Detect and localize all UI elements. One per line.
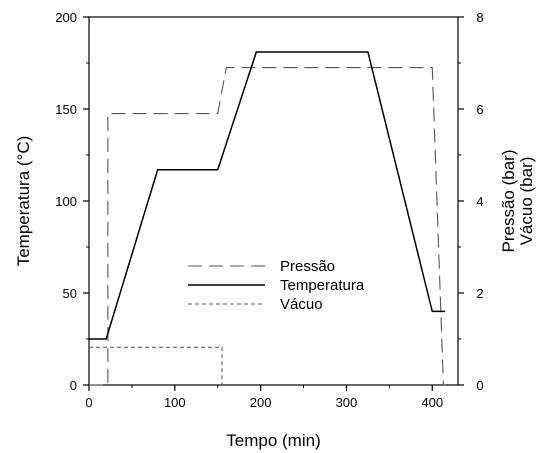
x-axis-title: Tempo (min) [226, 431, 320, 450]
legend-label-vácuo: Vácuo [280, 296, 323, 313]
series-line-temperatura [89, 51, 446, 340]
series-line-vácuo [89, 346, 223, 385]
x-tick-label: 400 [421, 395, 443, 410]
y-left-tick-label: 50 [63, 286, 77, 301]
legend-label-temperatura: Temperatura [280, 277, 365, 294]
y-right-tick-label: 4 [476, 194, 483, 209]
series-layer [89, 51, 446, 386]
y-right-tick-label: 2 [476, 286, 483, 301]
x-tick-label: 300 [336, 395, 358, 410]
y-left-tick-label: 150 [55, 102, 77, 117]
axes-layer: 0 100 200 300 400 0 50 100 150 200 0 2 4 6 8 [55, 10, 483, 410]
y-left-tick-label: 0 [70, 378, 77, 393]
y-left-tick-label: 200 [55, 10, 77, 25]
plot-frame [88, 16, 459, 386]
legend-label-pressão: Pressão [280, 258, 335, 275]
x-tick-label: 0 [85, 395, 92, 410]
series-line-pressão [89, 67, 446, 386]
y-right-tick-label: 8 [476, 10, 483, 25]
y-right-axis-title-pressure: Pressão (bar) [499, 150, 518, 253]
y-right-tick-label: 0 [476, 378, 483, 393]
y-right-tick-label: 6 [476, 102, 483, 117]
x-tick-label: 200 [250, 395, 272, 410]
x-tick-label: 100 [164, 395, 186, 410]
legend: Pressão Temperatura Vácuo [188, 258, 365, 313]
y-right-axis-title-vacuum: Vácuo (bar) [517, 157, 536, 246]
y-left-tick-label: 100 [55, 194, 77, 209]
y-left-axis-title: Temperatura (°C) [14, 136, 33, 267]
